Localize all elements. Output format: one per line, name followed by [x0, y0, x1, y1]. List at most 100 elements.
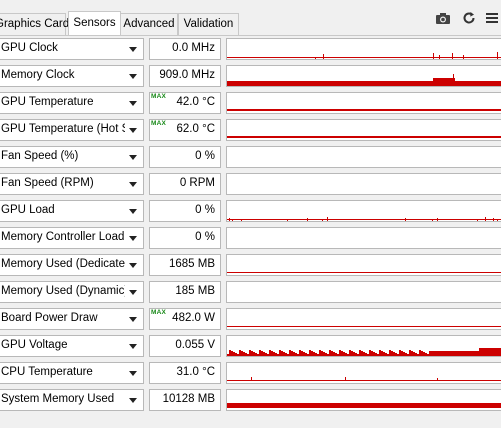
sensor-selector[interactable]: GPU Voltage: [0, 335, 144, 357]
graph-spike: [315, 57, 316, 59]
graph-baseline: [227, 219, 501, 220]
sensor-row-fan-speed: Fan Speed (%) 0 %: [0, 145, 501, 169]
tab-sensors[interactable]: Sensors: [68, 11, 121, 36]
sensor-row-gpu-temperature: GPU Temperature MAX 42.0 °C: [0, 91, 501, 115]
sensor-graph[interactable]: [226, 389, 501, 411]
sensor-graph-plot: [227, 174, 501, 194]
chevron-down-icon[interactable]: [129, 182, 137, 187]
graph-noise: [459, 351, 461, 356]
graph-noise: [249, 350, 251, 356]
chevron-down-icon[interactable]: [129, 209, 137, 214]
sensor-selector[interactable]: Fan Speed (%): [0, 146, 144, 168]
chevron-down-icon[interactable]: [129, 155, 137, 160]
graph-spike: [497, 219, 498, 221]
graph-noise: [399, 350, 401, 356]
tab-advanced[interactable]: Advanced: [120, 13, 178, 35]
graph-noise: [353, 352, 355, 356]
sensor-selector[interactable]: Memory Used (Dynamic): [0, 281, 144, 303]
sensor-selector[interactable]: Fan Speed (RPM): [0, 173, 144, 195]
graph-noise: [343, 352, 345, 356]
menu-icon[interactable]: [483, 10, 501, 26]
graph-spike: [439, 55, 440, 59]
sensor-selector[interactable]: Board Power Draw: [0, 308, 144, 330]
sensor-graph[interactable]: [226, 362, 501, 384]
sensor-row-gpu-temperature-hot-spot: GPU Temperature (Hot Spot) MAX 62.0 °C: [0, 118, 501, 142]
refresh-icon[interactable]: [460, 10, 478, 26]
sensor-graph[interactable]: [226, 173, 501, 195]
graph-noise: [239, 350, 241, 356]
graph-spike: [453, 74, 454, 86]
graph-noise: [297, 354, 299, 356]
graph-noise: [455, 351, 457, 356]
sensor-graph[interactable]: [226, 308, 501, 330]
graph-noise: [383, 352, 385, 356]
sensor-row-system-memory-used: System Memory Used 10128 MB: [0, 388, 501, 412]
sensor-selector[interactable]: GPU Temperature: [0, 92, 144, 114]
sensor-value-box: 0 %: [149, 200, 221, 222]
graph-noise: [425, 353, 427, 356]
graph-noise: [355, 353, 357, 356]
sensor-value-box: 31.0 °C: [149, 362, 221, 384]
graph-noise: [293, 352, 295, 356]
chevron-down-icon[interactable]: [129, 74, 137, 79]
chevron-down-icon[interactable]: [129, 371, 137, 376]
sensor-value: 1685 MB: [168, 258, 215, 270]
chevron-down-icon[interactable]: [129, 290, 137, 295]
sensor-row-memory-clock: Memory Clock 909.0 MHz: [0, 64, 501, 88]
sensor-selector[interactable]: Memory Clock: [0, 65, 144, 87]
camera-icon[interactable]: [434, 10, 452, 26]
graph-noise: [359, 350, 361, 356]
graph-noise: [325, 353, 327, 356]
sensor-graph[interactable]: [226, 335, 501, 357]
sensor-graph[interactable]: [226, 254, 501, 276]
chevron-down-icon[interactable]: [129, 344, 137, 349]
graph-noise: [449, 351, 451, 356]
sensor-selector[interactable]: GPU Load: [0, 200, 144, 222]
tab-graphics-card[interactable]: Graphics Card: [0, 13, 69, 35]
sensor-graph[interactable]: [226, 281, 501, 303]
graph-line: [227, 380, 501, 381]
sensor-selector[interactable]: GPU Clock: [0, 38, 144, 60]
graph-spike: [323, 54, 324, 59]
sensor-graph[interactable]: [226, 92, 501, 114]
sensor-graph[interactable]: [226, 65, 501, 87]
graph-noise: [341, 351, 343, 356]
sensor-row-cpu-temperature: CPU Temperature 31.0 °C: [0, 361, 501, 385]
sensor-graph[interactable]: [226, 119, 501, 141]
sensor-selector[interactable]: GPU Temperature (Hot Spot): [0, 119, 144, 141]
graph-noise: [237, 354, 239, 356]
sensor-graph-plot: [227, 228, 501, 248]
chevron-down-icon[interactable]: [129, 317, 137, 322]
graph-noise: [287, 354, 289, 356]
sensor-selector[interactable]: Memory Used (Dedicated): [0, 254, 144, 276]
sensor-row-board-power-draw: Board Power Draw MAX 482.0 W: [0, 307, 501, 331]
graph-line: [227, 272, 501, 273]
graph-noise: [265, 353, 267, 356]
graph-noise: [241, 351, 243, 356]
sensor-value: 0 %: [195, 231, 215, 243]
chevron-down-icon[interactable]: [129, 47, 137, 52]
graph-line: [227, 326, 501, 327]
graph-noise: [259, 350, 261, 356]
chevron-down-icon[interactable]: [129, 263, 137, 268]
chevron-down-icon[interactable]: [129, 101, 137, 106]
sensor-graph[interactable]: [226, 146, 501, 168]
graph-noise: [397, 354, 399, 356]
graph-noise: [447, 351, 449, 356]
sensor-selector[interactable]: System Memory Used: [0, 389, 144, 411]
sensor-selector[interactable]: CPU Temperature: [0, 362, 144, 384]
sensor-selector[interactable]: Memory Controller Load: [0, 227, 144, 249]
tab-validation[interactable]: Validation: [178, 13, 239, 35]
sensor-graph[interactable]: [226, 227, 501, 249]
graph-noise: [473, 351, 475, 356]
chevron-down-icon[interactable]: [129, 236, 137, 241]
sensor-row-gpu-clock: GPU Clock 0.0 MHz: [0, 37, 501, 61]
sensor-graph[interactable]: [226, 38, 501, 60]
sensor-value-box: 909.0 MHz: [149, 65, 221, 87]
sensor-label: GPU Clock: [1, 42, 58, 54]
graph-noise: [281, 351, 283, 356]
chevron-down-icon[interactable]: [129, 398, 137, 403]
chevron-down-icon[interactable]: [129, 128, 137, 133]
sensor-graph[interactable]: [226, 200, 501, 222]
sensor-value: 0.055 V: [175, 339, 215, 351]
